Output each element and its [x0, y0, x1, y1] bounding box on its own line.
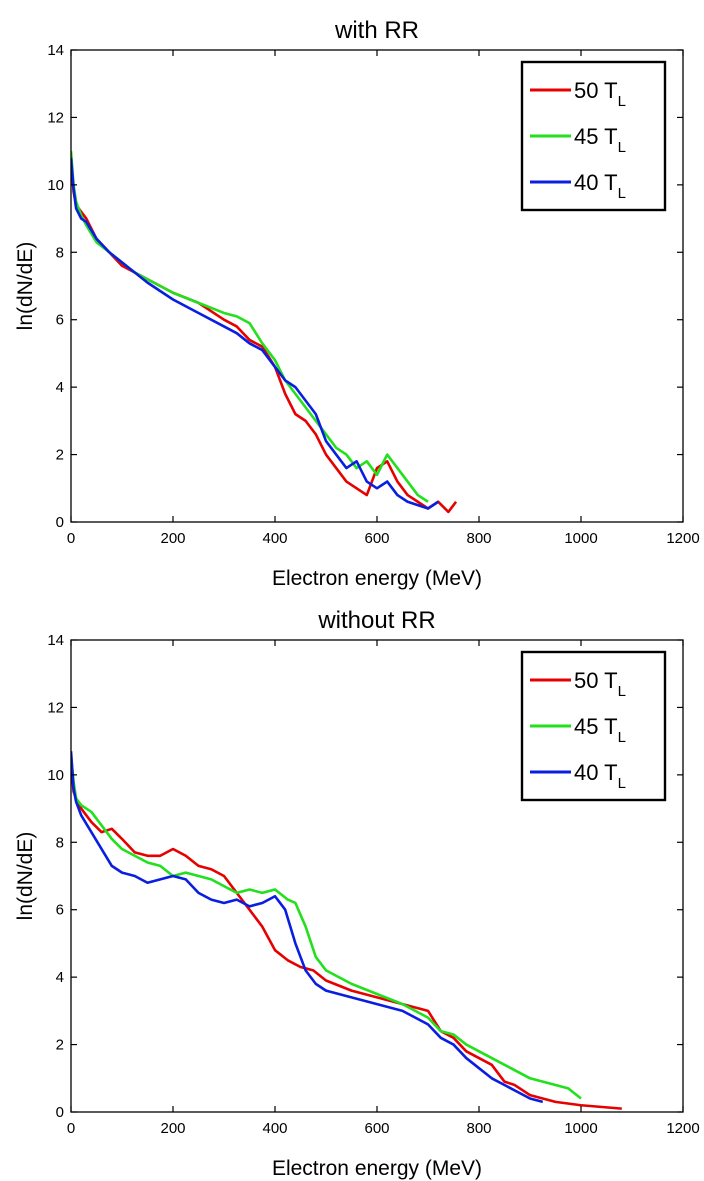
x-tick-label: 0	[67, 1120, 75, 1137]
legend-label: 45 TL	[574, 714, 626, 746]
x-tick-label: 400	[262, 530, 287, 547]
chart-title: with RR	[334, 17, 419, 44]
x-tick-label: 800	[466, 530, 491, 547]
y-tick-label: 12	[47, 109, 64, 126]
y-tick-label: 0	[56, 514, 64, 531]
y-tick-label: 2	[56, 447, 64, 464]
y-tick-label: 8	[56, 834, 64, 851]
chart-panel-with-rr: with RR Electron energy (MeV) ln(dN/dE) …	[14, 17, 700, 590]
legend: 50 TL 45 TL 40 TL	[520, 650, 667, 802]
x-tick-label: 600	[364, 530, 389, 547]
x-tick-label: 1200	[666, 1120, 699, 1137]
x-axis-label: Electron energy (MeV)	[272, 567, 482, 590]
series-line-0	[71, 761, 622, 1110]
legend-label: 45 TL	[574, 124, 626, 156]
y-tick-label: 4	[56, 379, 64, 396]
series-line-2	[71, 157, 439, 510]
series-line-1	[71, 754, 582, 1100]
y-tick-label: 2	[56, 1037, 64, 1054]
x-tick-label: 200	[160, 1120, 185, 1137]
legend: 50 TL 45 TL 40 TL	[520, 60, 667, 212]
y-tick-label: 12	[47, 699, 64, 716]
x-tick-label: 200	[160, 530, 185, 547]
chart-panel-without-rr: without RR Electron energy (MeV) ln(dN/d…	[14, 607, 700, 1180]
x-tick-label: 1200	[666, 530, 699, 547]
legend-label: 50 TL	[574, 78, 626, 110]
x-tick-label: 400	[262, 1120, 287, 1137]
series-line-0	[71, 157, 458, 514]
y-tick-label: 10	[47, 177, 64, 194]
y-tick-label: 14	[47, 632, 64, 649]
x-tick-label: 1000	[564, 1120, 597, 1137]
x-tick-label: 0	[67, 530, 75, 547]
series-lines	[71, 151, 458, 514]
y-tick-label: 6	[56, 312, 64, 329]
y-tick-label: 10	[47, 767, 64, 784]
y-tick-label: 8	[56, 244, 64, 261]
y-tick-label: 4	[56, 969, 64, 986]
y-tick-label: 6	[56, 902, 64, 919]
series-line-1	[71, 151, 429, 503]
series-line-2	[71, 751, 544, 1104]
x-tick-label: 600	[364, 1120, 389, 1137]
legend-label: 40 TL	[574, 170, 626, 202]
x-axis-label: Electron energy (MeV)	[272, 1157, 482, 1180]
chart-title: without RR	[317, 607, 435, 634]
y-axis-label: ln(dN/dE)	[14, 832, 37, 921]
legend-label: 50 TL	[574, 668, 626, 700]
x-tick-label: 1000	[564, 530, 597, 547]
y-tick-label: 0	[56, 1104, 64, 1121]
series-lines	[71, 751, 622, 1110]
x-tick-label: 800	[466, 1120, 491, 1137]
y-tick-label: 14	[47, 42, 64, 59]
legend-label: 40 TL	[574, 760, 626, 792]
y-axis-label: ln(dN/dE)	[14, 242, 37, 331]
